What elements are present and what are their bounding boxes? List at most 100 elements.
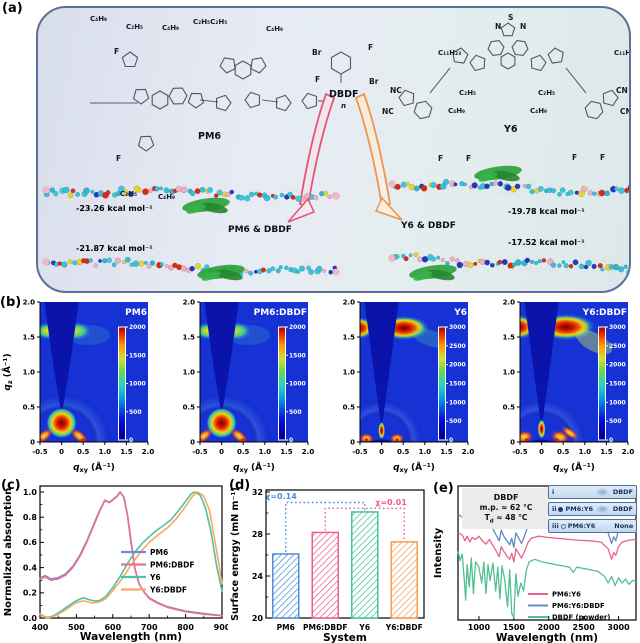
- structure-label: F: [466, 154, 472, 163]
- giwaxs-title: Y6: [453, 308, 467, 318]
- series-DBDF (powder): [457, 551, 637, 619]
- structure-label: C₄H₉: [448, 107, 466, 115]
- structure-label: Y6 & DBDF: [401, 221, 456, 231]
- md-molecule-strip: [388, 165, 629, 200]
- structure-label: N: [520, 22, 527, 31]
- dbdf-melt-blob: [595, 505, 609, 513]
- y-tick: 0.5: [183, 404, 196, 412]
- y-tick: 1.5: [343, 334, 356, 342]
- bar-PM6:DBDF: [311, 531, 339, 619]
- x-tick: 2.0: [462, 448, 475, 456]
- structure-label: DBDF: [329, 89, 359, 100]
- y-tick: 1.0: [503, 369, 516, 377]
- surface-energy-chart: 20 24 28 32 PM6 PM6:DBDF Y6 Y6:DBDF χ=0.14 χ=0.01…: [230, 487, 425, 643]
- structure-label: F: [114, 47, 120, 56]
- x-tick: 1.5: [440, 448, 453, 456]
- legend-label: PM6:Y6:DBDF: [552, 602, 605, 610]
- giwaxs-title: PM6: [125, 308, 147, 318]
- y-tick: 1.5: [183, 334, 196, 342]
- legend-label: Y6:DBDF: [149, 585, 187, 594]
- colorbar: [438, 326, 446, 441]
- x-tick: PM6:DBDF: [303, 623, 347, 632]
- x-tick: Y6:DBDF: [385, 623, 423, 632]
- structure-label: C₄H₉: [266, 25, 284, 33]
- x-tick: 1.0: [579, 448, 592, 456]
- x-axis-title: System: [323, 632, 367, 643]
- y-tick: 0.4: [23, 563, 38, 572]
- y-tick: 1.0: [23, 369, 36, 377]
- y-tick: 1.0: [23, 488, 38, 497]
- structure-label: C₂H₅: [126, 23, 144, 31]
- y-tick: 0.8: [23, 513, 38, 522]
- x-tick: 2000: [538, 623, 561, 632]
- x-tick: 400: [32, 623, 49, 632]
- x-tick: 0.5: [237, 448, 250, 456]
- structure-label: F: [600, 153, 606, 162]
- colorbar-tick: 0: [609, 437, 613, 444]
- panel-d-label: (d): [229, 478, 251, 493]
- pink-arrow: [298, 92, 336, 208]
- x-tick: -0.5: [32, 448, 47, 456]
- y-tick: 0: [350, 439, 355, 447]
- x-axis-title: Wavelength (nm): [496, 632, 598, 643]
- colorbar-tick: 500: [449, 418, 462, 425]
- colorbar-tick: 2000: [449, 362, 466, 369]
- legend-label: PM6:DBDF: [150, 560, 194, 569]
- dbdf-info-box: DBDF m.p. ≈ 62 °C Td ≈ 48 °C: [462, 488, 550, 529]
- series-PM6: [39, 491, 223, 617]
- panel-e-label: (e): [433, 481, 454, 496]
- axis-label: qxy (Å⁻¹): [393, 462, 435, 474]
- x-axis-title: Wavelength (nm): [80, 631, 182, 643]
- md-molecule-strip: [42, 255, 340, 281]
- structure-label: C₄H₉: [530, 107, 548, 115]
- colorbar-tick: 500: [129, 409, 142, 416]
- axis-label: qz (Å⁻¹): [2, 353, 14, 390]
- colorbar-tick: 1000: [449, 399, 466, 406]
- bar-Y6: [351, 511, 379, 619]
- absorption-chart: 400 500 600 700 800 900 0.0 0.2 0.4 0.6 0.8 1.0 PM6 P…: [3, 485, 231, 643]
- md-molecule-strip: [388, 248, 629, 281]
- colorbar-tick: 1500: [609, 381, 626, 388]
- x-tick: 600: [104, 623, 121, 632]
- x-tick: 0: [379, 448, 384, 456]
- x-tick: -0.5: [352, 448, 367, 456]
- colorbar-tick: 0: [449, 437, 453, 444]
- colorbar-tick: 0: [289, 437, 293, 444]
- structure-label: C₂H₅: [538, 89, 556, 97]
- colorbar-tick: 2500: [609, 343, 626, 350]
- x-tick: Y6: [358, 623, 370, 632]
- y-tick: 0: [510, 439, 515, 447]
- structure-label: F: [438, 154, 444, 163]
- bar-PM6: [272, 553, 300, 619]
- colorbar-tick: 1500: [129, 352, 146, 359]
- structure-label: F: [572, 153, 578, 162]
- series-PM6:Y6: [457, 532, 637, 563]
- vial-row-iii: iii PM6:Y6 None: [548, 519, 637, 533]
- structure-label: -17.52 kcal mol⁻¹: [508, 238, 585, 247]
- y-tick: 20: [252, 614, 264, 623]
- filled-dot-icon: [558, 506, 564, 512]
- y-tick: 2.0: [183, 299, 196, 307]
- legend-label: PM6:Y6: [552, 591, 581, 599]
- y-tick: 0.5: [343, 404, 356, 412]
- vial-table: i DBDF ii PM6:Y6 DBDF iii PM6:Y6 None: [548, 485, 637, 533]
- y-tick: 1.5: [503, 334, 516, 342]
- panel-c-absorption: 400 500 600 700 800 900 0.0 0.2 0.4 0.6 0.8 1.0 PM6 P…: [0, 480, 231, 643]
- colorbar-tick: 2000: [289, 324, 306, 331]
- structure-label: -21.87 kcal mol⁻¹: [76, 244, 153, 253]
- structure-label: Br: [369, 77, 379, 86]
- structure-label: C₁₁H₂₃: [438, 49, 462, 57]
- y-tick: 32: [252, 488, 263, 497]
- colorbar-tick: 1000: [129, 381, 146, 388]
- colorbar: [118, 326, 126, 441]
- y-tick: 0: [30, 439, 35, 447]
- structure-label: C₂H₅: [459, 89, 477, 97]
- structure-label: C₂H₅C₂H₅: [193, 18, 228, 26]
- x-tick: -0.5: [512, 448, 527, 456]
- y-tick: 2.0: [343, 299, 356, 307]
- axis-label: qxy (Å⁻¹): [73, 462, 115, 474]
- structure-label: NC: [390, 86, 402, 95]
- series-Y6: [39, 491, 223, 619]
- x-tick: 2.0: [142, 448, 155, 456]
- chi-label: χ=0.14: [265, 492, 297, 501]
